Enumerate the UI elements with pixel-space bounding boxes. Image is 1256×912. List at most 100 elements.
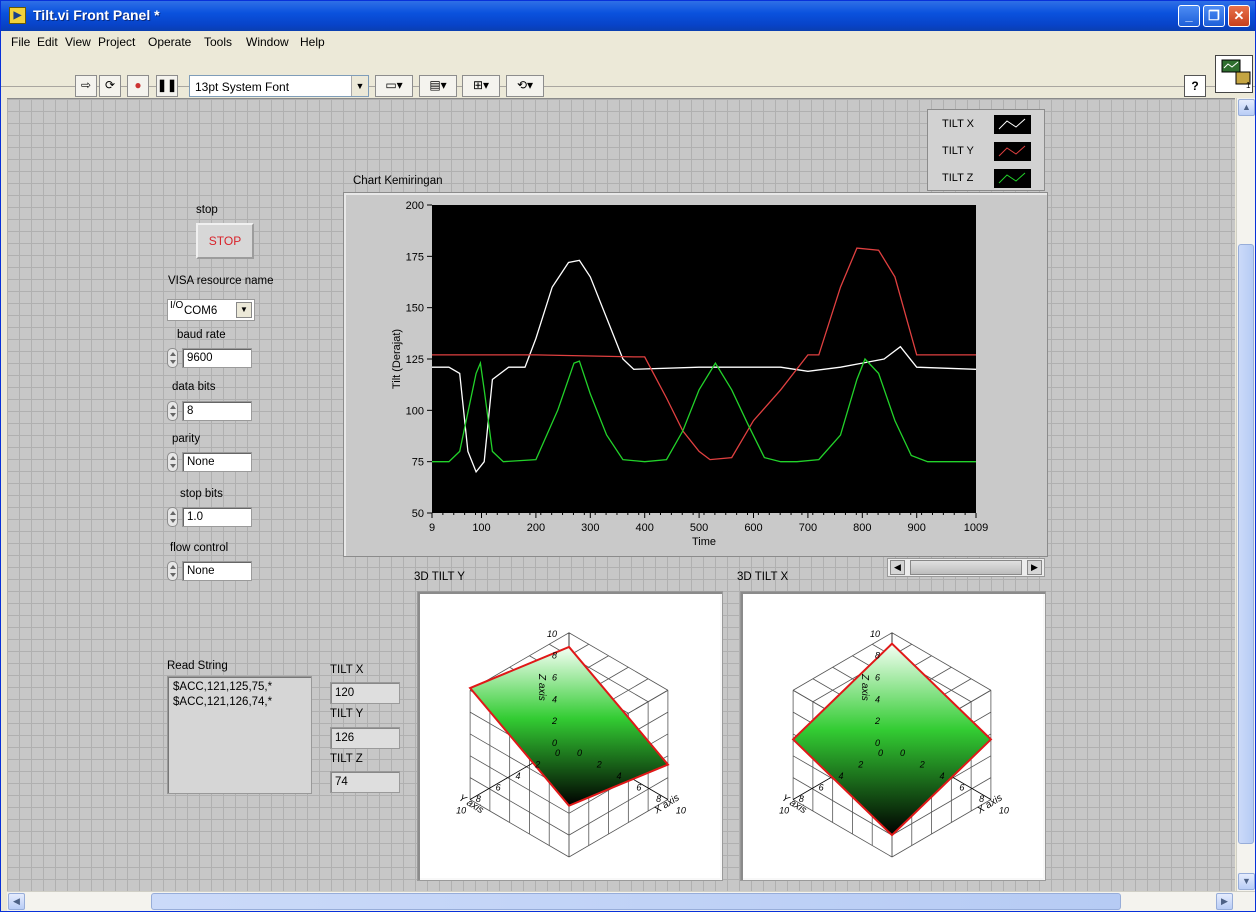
pause-icon[interactable]: ❚❚ xyxy=(156,75,178,97)
z-tick-label: 2 xyxy=(874,716,880,726)
vi-icon[interactable]: 1 xyxy=(1215,55,1253,93)
chevron-down-icon: ▼ xyxy=(236,302,252,318)
chart-scrollbar[interactable]: ◀ ▶ xyxy=(887,558,1045,577)
grid-line xyxy=(891,777,992,836)
context-help-icon[interactable]: ? xyxy=(1184,75,1206,97)
scroll-right-icon[interactable]: ▶ xyxy=(1216,893,1233,910)
grid-line xyxy=(891,799,992,858)
tilt-z-indicator: 74 xyxy=(330,771,400,793)
restore-button[interactable]: ❐ xyxy=(1203,5,1225,27)
x-tick-label: 0 xyxy=(900,748,905,758)
reorder-icon[interactable]: ⟲▾ xyxy=(506,75,544,97)
menu-window[interactable]: Window xyxy=(246,35,289,49)
tilt-x-label: TILT X xyxy=(330,664,364,676)
grid-line xyxy=(568,777,669,836)
z-tick-label: 0 xyxy=(875,738,880,748)
flow-control-stepper-icon[interactable] xyxy=(167,561,178,581)
flow-control-label: flow control xyxy=(170,542,229,554)
horizontal-scroll-thumb[interactable] xyxy=(151,893,1121,910)
visa-resource-select[interactable]: I/O COM6 ▼ xyxy=(167,299,255,321)
flow-control-field[interactable]: None xyxy=(182,561,252,581)
abort-icon[interactable]: ● xyxy=(127,75,149,97)
font-select[interactable]: 13pt System Font ▼ xyxy=(189,75,369,97)
run-arrow-icon[interactable]: ⇨ xyxy=(75,75,97,97)
scroll-left-icon[interactable]: ◀ xyxy=(890,560,905,575)
menu-operate[interactable]: Operate xyxy=(148,35,192,49)
vertical-scroll-thumb[interactable] xyxy=(1238,244,1254,844)
chart-scroll-thumb[interactable] xyxy=(910,560,1022,575)
read-string-label: Read String xyxy=(167,660,228,672)
parity-field[interactable]: None xyxy=(182,452,252,472)
y-tick-label: 10 xyxy=(456,806,466,816)
x-tick-label: 8 xyxy=(979,794,984,804)
vertical-scrollbar[interactable]: ▲ ▼ xyxy=(1236,98,1255,892)
scroll-right-icon[interactable]: ▶ xyxy=(1027,560,1042,575)
x-tick-label: 10 xyxy=(676,806,686,816)
svg-text:1: 1 xyxy=(1246,81,1251,90)
y-tick-label: 150 xyxy=(406,303,424,315)
chart-plot-svg: 50 75 100 125 150 175 200 9 100 200 300 400 500 600 70… xyxy=(391,200,988,548)
x-tick-label: 700 xyxy=(799,522,817,534)
x-tick-label: 4 xyxy=(617,771,622,781)
plot-legend[interactable]: TILT X TILT Y TILT Z xyxy=(927,109,1045,191)
y-tick-label: 200 xyxy=(406,200,424,212)
horizontal-scrollbar[interactable]: ◀ ▶ xyxy=(7,891,1255,911)
stop-bits-field[interactable]: 1.0 xyxy=(182,507,252,527)
parity-label: parity xyxy=(172,433,201,445)
grid-line xyxy=(568,632,669,691)
z-tick-label: 4 xyxy=(875,694,880,704)
y-axis-label: Tilt (Derajat) xyxy=(391,329,403,389)
close-button[interactable]: ✕ xyxy=(1228,5,1250,27)
menu-edit[interactable]: Edit xyxy=(37,35,58,49)
stop-button[interactable]: STOP xyxy=(196,223,254,259)
z-tick-label: 6 xyxy=(875,672,880,682)
y-tick-label: 75 xyxy=(412,457,424,469)
baud-rate-field[interactable]: 9600 xyxy=(182,348,252,368)
align-objects-icon[interactable]: ▭▾ xyxy=(375,75,413,97)
3d-tilt-y-graph[interactable]: 0 0 0 2 2 2 4 4 4 6 6 6 8 8 8 10 10 10 Z axis X axis Y axis xyxy=(417,591,723,881)
run-continuously-icon[interactable]: ⟳ xyxy=(99,75,121,97)
resize-objects-icon[interactable]: ⊞▾ xyxy=(462,75,500,97)
3d-tilt-x-graph[interactable]: 0 0 0 2 2 2 4 4 4 6 6 6 8 8 8 10 10 10 Z axis X axis Y axis xyxy=(740,591,1046,881)
legend-item[interactable]: TILT Y xyxy=(928,139,1046,163)
z-tick-label: 10 xyxy=(547,629,557,639)
menu-project[interactable]: Project xyxy=(98,35,136,49)
stop-bits-stepper-icon[interactable] xyxy=(167,507,178,527)
x-tick-label: 8 xyxy=(656,794,661,804)
tilt-z-label: TILT Z xyxy=(330,753,363,765)
legend-item[interactable]: TILT Z xyxy=(928,166,1046,190)
scroll-up-icon[interactable]: ▲ xyxy=(1238,99,1255,116)
menu-file[interactable]: File xyxy=(11,35,31,49)
stop-label: stop xyxy=(196,204,218,216)
menu-help[interactable]: Help xyxy=(300,35,325,49)
menu-view[interactable]: View xyxy=(65,35,91,49)
data-bits-stepper-icon[interactable] xyxy=(167,401,178,421)
grid-line xyxy=(792,799,893,858)
legend-swatch xyxy=(994,115,1031,134)
y-tick-label: 2 xyxy=(534,760,540,770)
scroll-down-icon[interactable]: ▼ xyxy=(1238,873,1255,890)
menu-tools[interactable]: Tools xyxy=(204,35,233,49)
y-tick-label: 6 xyxy=(496,783,501,793)
io-icon: I/O xyxy=(170,300,184,311)
x-tick-label: 500 xyxy=(690,522,708,534)
y-tick-label: 4 xyxy=(515,771,520,781)
x-tick-label: 300 xyxy=(581,522,599,534)
minimize-button[interactable]: _ xyxy=(1178,5,1200,27)
data-bits-field[interactable]: 8 xyxy=(182,401,252,421)
read-string-indicator[interactable]: $ACC,121,125,75,* $ACC,121,126,74,* xyxy=(167,676,312,794)
tilt-x-indicator: 120 xyxy=(330,682,400,704)
z-tick-label: 0 xyxy=(552,738,557,748)
distribute-objects-icon[interactable]: ▤▾ xyxy=(419,75,457,97)
scroll-left-icon[interactable]: ◀ xyxy=(8,893,25,910)
grid-line xyxy=(469,777,570,836)
baud-rate-stepper-icon[interactable] xyxy=(167,348,178,368)
title-bar: ▶ Tilt.vi Front Panel * _ ❐ ✕ xyxy=(1,1,1255,31)
series-line-tilt-x xyxy=(432,259,977,474)
parity-stepper-icon[interactable] xyxy=(167,452,178,472)
visa-resource-label: VISA resource name xyxy=(168,275,274,287)
y-tick-label: 50 xyxy=(412,508,424,520)
legend-item[interactable]: TILT X xyxy=(928,112,1046,136)
waveform-chart[interactable]: 50 75 100 125 150 175 200 9 100 200 300 400 500 600 70… xyxy=(343,192,1048,557)
